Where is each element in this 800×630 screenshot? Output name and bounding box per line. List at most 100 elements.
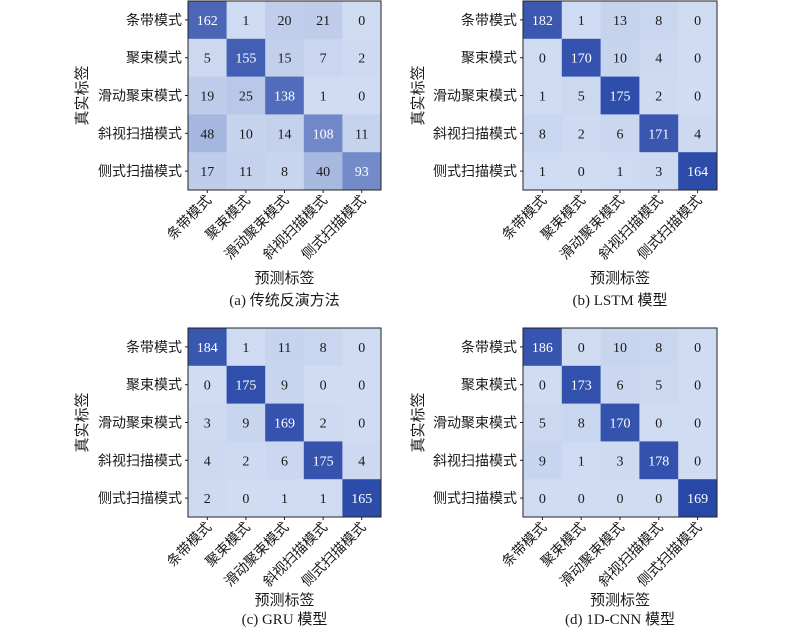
heatmap-cell [303,114,343,153]
cell-value: 5 [539,417,546,432]
cell-value: 2 [320,417,327,432]
heatmap-cell [678,152,718,191]
heatmap-cell [342,76,382,115]
heatmap-cell [561,365,601,404]
cell-value: 1 [320,492,327,507]
heatmap-cell [639,441,679,480]
heatmap-cell [188,76,227,115]
heatmap-cell [226,38,266,77]
heatmap-cell [342,365,382,404]
heatmap-cell [678,328,718,367]
heatmap-cell [523,152,563,191]
y-tick-label: 条带模式 [461,339,517,356]
heatmap-cell [303,76,343,115]
heatmap-cell [600,328,640,367]
heatmap-cell [600,152,640,191]
cell-value: 0 [655,492,662,507]
cell-value: 9 [539,454,546,469]
heatmap-cell [523,328,563,367]
heatmap-cell [188,114,227,153]
cell-value: 9 [242,417,249,432]
cell-value: 1 [320,90,327,105]
cell-value: 93 [355,165,369,180]
cell-value: 182 [532,14,553,29]
cell-value: 40 [316,165,330,180]
heatmap-cell [265,441,305,480]
cell-value: 0 [358,379,365,394]
cell-value: 0 [694,454,701,469]
y-tick-label: 侧式扫描模式 [98,164,182,180]
heatmap-cell [561,76,601,115]
cell-value: 10 [613,341,627,356]
heatmap-cell [265,1,305,40]
heatmap-cell [639,479,679,518]
cell-value: 173 [571,379,592,394]
heatmap-cell [265,365,305,404]
cell-value: 175 [235,379,256,394]
cell-value: 4 [204,454,211,469]
cell-value: 0 [578,341,585,356]
cell-value: 10 [239,127,253,142]
heatmap-cell [600,365,640,404]
cell-value: 7 [320,52,327,67]
cell-value: 3 [655,165,662,180]
heatmap-cell [678,403,718,442]
cell-value: 5 [655,379,662,394]
cell-value: 1 [539,165,546,180]
cell-value: 0 [358,14,365,29]
cell-value: 0 [694,379,701,394]
heatmap-cell [639,114,679,153]
heatmap-cell [342,328,382,367]
heatmap-cell [678,441,718,480]
heatmap-cell [265,38,305,77]
x-axis-label: 预测标签 [254,270,314,287]
heatmap-cell [342,1,382,40]
heatmap-cell [639,38,679,77]
y-tick-label: 聚束模式 [126,378,182,394]
y-tick-label: 条带模式 [126,339,182,356]
cell-value: 0 [578,492,585,507]
cell-value: 138 [274,90,295,105]
heatmap-cell [561,328,601,367]
cell-value: 175 [313,454,334,469]
heatmap-cell [265,479,305,518]
cell-value: 0 [694,341,701,356]
y-tick-label: 侧式扫描模式 [433,491,517,507]
heatmap-cell [303,328,343,367]
y-tick-label: 滑动聚束模式 [433,415,517,432]
cell-value: 0 [358,341,365,356]
cell-value: 8 [320,341,327,356]
cell-value: 8 [655,341,662,356]
heatmap-cell [342,403,382,442]
confusion-matrix-b: 182 1 13 8 00 170 10 4 01 5 175 2 08 2 6 171 41 0 1 3 164条带模… [409,0,718,309]
heatmap-cell [226,328,266,367]
heatmap-cell [226,152,266,191]
heatmap-cell [226,76,266,115]
x-axis-label: 预测标签 [590,592,650,609]
y-tick-label: 滑动聚束模式 [98,415,182,432]
heatmap-cell [188,1,227,40]
cell-value: 6 [617,379,624,394]
cell-value: 20 [278,14,292,29]
cell-value: 14 [278,127,292,142]
heatmap-cell [523,441,563,480]
heatmap-cell [188,38,227,77]
y-axis-label: 真实标签 [73,392,91,452]
heatmap-cell [303,152,343,191]
y-tick-label: 斜视扫描模式 [98,453,182,469]
cell-value: 169 [687,492,708,507]
cell-value: 4 [655,52,662,67]
cell-value: 169 [274,417,295,432]
heatmap-cell [265,76,305,115]
cell-value: 48 [200,127,214,142]
cell-value: 0 [539,379,546,394]
y-tick-label: 聚束模式 [461,378,517,394]
confusion-matrix-c: 184 1 11 8 00 175 9 0 03 9 169 2 04 2 6 175 42 0 1 1 165条带模式… [73,327,382,628]
cell-value: 1 [578,454,585,469]
cell-value: 5 [204,52,211,67]
heatmap-cell [523,1,563,40]
cell-value: 3 [204,417,211,432]
heatmap-cell [600,1,640,40]
